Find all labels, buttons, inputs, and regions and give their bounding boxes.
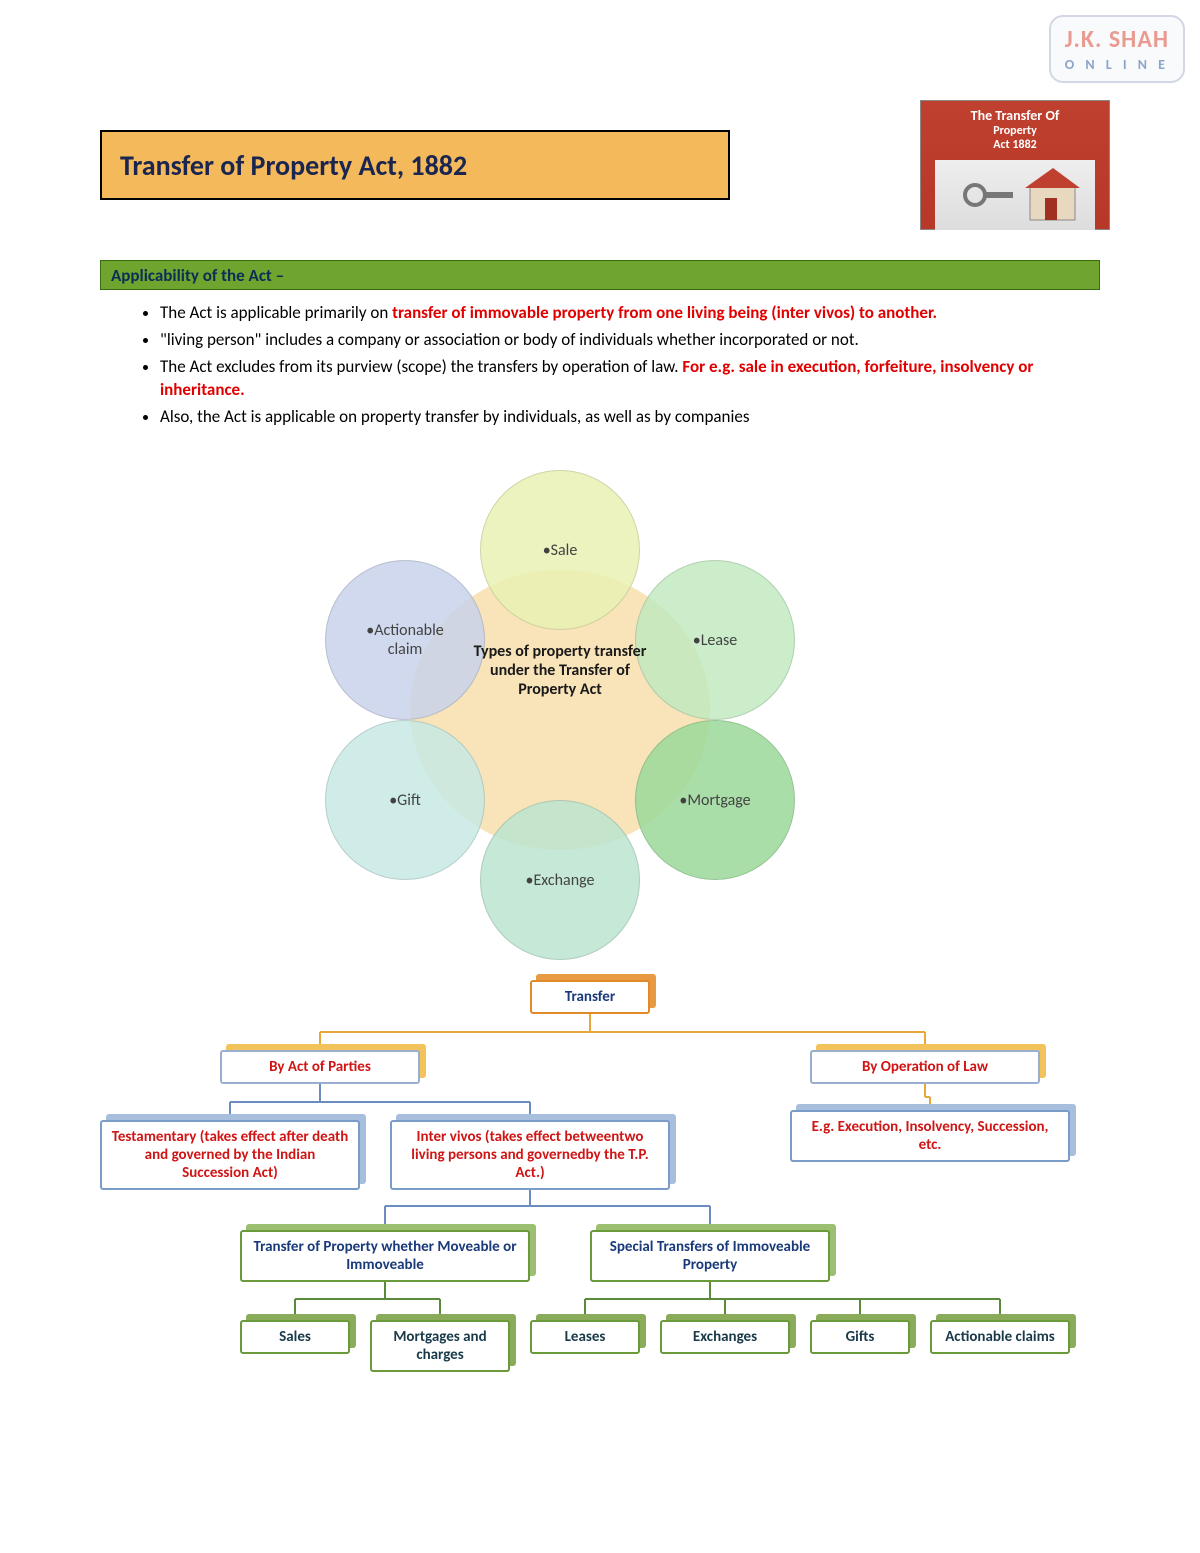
node-act-child-1: Inter vivos (takes effect betweentwo liv…	[390, 1120, 670, 1190]
node-act-child-1-label: Inter vivos (takes effect betweentwo liv…	[390, 1120, 670, 1190]
node-leaf-4-label: Gifts	[810, 1320, 910, 1354]
node-leaf-5: Actionable claims	[930, 1320, 1070, 1354]
node-act-child-0: Testamentary (takes effect after death a…	[100, 1120, 360, 1190]
transfer-hierarchy-chart: Transfer By Act of Parties By Operation of…	[70, 980, 1130, 1480]
book-title3: Act 1882	[921, 138, 1109, 152]
venn-petal-1: •Lease	[635, 560, 795, 720]
node-transfer: Transfer	[530, 980, 650, 1014]
house-key-icon	[935, 160, 1095, 230]
node-leaf-2-label: Leases	[530, 1320, 640, 1354]
node-leaf-3-label: Exchanges	[660, 1320, 790, 1354]
node-operation-law-child-label: E.g. Execution, Insolvency, Succession, …	[790, 1110, 1070, 1162]
node-level2-1: By Operation of Law	[810, 1050, 1040, 1084]
node-transfer-label: Transfer	[530, 980, 650, 1014]
node-leaf-5-label: Actionable claims	[930, 1320, 1070, 1354]
venn-petal-label-5: •Actionable claim	[350, 621, 460, 659]
node-inter-child-1-label: Special Transfers of Immoveable Property	[590, 1230, 830, 1282]
bullet-3a: The Act excludes from its purview (scope…	[160, 356, 682, 377]
book-thumbnail: The Transfer Of Property Act 1882	[920, 100, 1110, 230]
node-leaf-3: Exchanges	[660, 1320, 790, 1354]
book-title2: Property	[921, 124, 1109, 138]
section-header-applicability: Applicability of the Act –	[100, 260, 1100, 290]
node-leaf-2: Leases	[530, 1320, 640, 1354]
book-image-placeholder	[935, 160, 1095, 230]
bullet-1b: transfer of immovable property from one …	[392, 302, 937, 323]
page-title: Transfer of Property Act, 1882	[100, 130, 730, 200]
node-inter-child-1: Special Transfers of Immoveable Property	[590, 1230, 830, 1282]
node-inter-child-0: Transfer of Property whether Moveable or…	[240, 1230, 530, 1282]
venn-petal-label-2: •Mortgage	[679, 791, 750, 810]
node-level2-1-label: By Operation of Law	[810, 1050, 1040, 1084]
venn-petal-0: •Sale	[480, 470, 640, 630]
bullet-1a: The Act is applicable primarily on	[160, 302, 392, 323]
node-inter-child-0-label: Transfer of Property whether Moveable or…	[240, 1230, 530, 1282]
venn-petal-4: •Gift	[325, 720, 485, 880]
applicability-bullets: The Act is applicable primarily on trans…	[130, 298, 1090, 433]
watermark-line1: J.K. SHAH	[1065, 25, 1169, 54]
node-leaf-1: Mortgages and charges	[370, 1320, 510, 1372]
node-leaf-1-label: Mortgages and charges	[370, 1320, 510, 1372]
node-level2-0: By Act of Parties	[220, 1050, 420, 1084]
types-of-transfer-diagram: Types of property transfer under the Tra…	[280, 470, 840, 950]
bullet-2: "living person" includes a company or as…	[160, 329, 1090, 352]
node-level2-0-label: By Act of Parties	[220, 1050, 420, 1084]
venn-petal-label-4: •Gift	[389, 791, 421, 810]
book-title1: The Transfer Of	[921, 107, 1109, 124]
venn-center-label: Types of property transfer under the Tra…	[470, 642, 650, 699]
venn-petal-3: •Exchange	[480, 800, 640, 960]
venn-petal-label-3: •Exchange	[526, 871, 595, 890]
node-operation-law-child: E.g. Execution, Insolvency, Succession, …	[790, 1110, 1070, 1162]
venn-petal-5: •Actionable claim	[325, 560, 485, 720]
brand-watermark: J.K. SHAH O N L I N E	[1049, 15, 1185, 83]
node-leaf-4: Gifts	[810, 1320, 910, 1354]
venn-petal-2: •Mortgage	[635, 720, 795, 880]
watermark-line2: O N L I N E	[1065, 56, 1169, 73]
venn-petal-label-1: •Lease	[693, 631, 738, 650]
node-leaf-0-label: Sales	[240, 1320, 350, 1354]
bullet-4: Also, the Act is applicable on property …	[160, 406, 1090, 429]
node-act-child-0-label: Testamentary (takes effect after death a…	[100, 1120, 360, 1190]
bullet-3: The Act excludes from its purview (scope…	[160, 356, 1090, 402]
bullet-1: The Act is applicable primarily on trans…	[160, 302, 1090, 325]
node-leaf-0: Sales	[240, 1320, 350, 1354]
venn-petal-label-0: •Sale	[543, 541, 578, 560]
